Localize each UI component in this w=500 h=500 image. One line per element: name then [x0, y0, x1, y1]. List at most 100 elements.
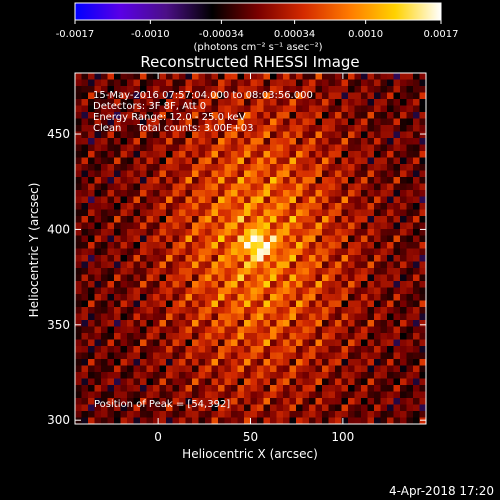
- heatmap-cell: [159, 125, 167, 132]
- heatmap-cell: [198, 320, 206, 327]
- heatmap-cell: [367, 209, 375, 217]
- heatmap-cell: [218, 411, 225, 418]
- heatmap-cell: [289, 333, 297, 340]
- heatmap-cell: [107, 411, 115, 418]
- heatmap-cell: [166, 131, 173, 139]
- heatmap-cell: [322, 222, 329, 230]
- heatmap-cell: [335, 242, 342, 249]
- heatmap-cell: [81, 112, 89, 119]
- heatmap-cell: [224, 339, 232, 347]
- heatmap-cell: [315, 391, 323, 399]
- heatmap-cell: [348, 261, 355, 269]
- heatmap-cell: [231, 196, 238, 204]
- heatmap-cell: [120, 190, 128, 197]
- heatmap-cell: [166, 177, 173, 184]
- heatmap-cell: [367, 190, 375, 197]
- heatmap-cell: [81, 248, 89, 256]
- heatmap-cell: [328, 131, 336, 139]
- heatmap-cell: [283, 300, 290, 308]
- heatmap-cell: [179, 229, 186, 236]
- heatmap-cell: [361, 92, 368, 100]
- heatmap-cell: [413, 144, 420, 152]
- heatmap-cell: [380, 255, 388, 262]
- heatmap-cell: [413, 196, 420, 204]
- heatmap-cell: [289, 339, 297, 347]
- heatmap-cell: [146, 294, 154, 301]
- heatmap-cell: [172, 209, 180, 217]
- heatmap-cell: [419, 86, 427, 93]
- heatmap-cell: [205, 229, 212, 236]
- heatmap-cell: [322, 235, 329, 243]
- heatmap-cell: [367, 196, 375, 204]
- heatmap-cell: [380, 92, 388, 100]
- heatmap-cell: [114, 287, 121, 295]
- heatmap-cell: [406, 281, 414, 288]
- heatmap-cell: [413, 235, 420, 243]
- heatmap-cell: [218, 307, 225, 314]
- heatmap-cell: [380, 131, 388, 139]
- heatmap-cell: [179, 170, 186, 178]
- heatmap-cell: [257, 359, 264, 366]
- heatmap-cell: [309, 255, 316, 262]
- heatmap-cell: [328, 294, 336, 301]
- heatmap-cell: [328, 346, 336, 353]
- heatmap-cell: [406, 313, 414, 321]
- heatmap-cell: [75, 255, 82, 262]
- heatmap-cell: [127, 378, 134, 386]
- heatmap-cell: [237, 242, 245, 249]
- heatmap-cell: [218, 118, 225, 126]
- heatmap-cell: [94, 99, 102, 106]
- heatmap-cell: [400, 391, 407, 399]
- heatmap-cell: [393, 391, 401, 399]
- heatmap-cell: [101, 385, 108, 392]
- heatmap-cell: [88, 268, 95, 275]
- heatmap-cell: [114, 209, 121, 217]
- heatmap-cell: [140, 274, 147, 282]
- heatmap-cell: [296, 248, 303, 256]
- heatmap-cell: [205, 170, 212, 178]
- heatmap-cell: [296, 417, 303, 425]
- heatmap-cell: [419, 216, 427, 223]
- heatmap-cell: [289, 216, 297, 223]
- heatmap-cell: [94, 125, 102, 132]
- heatmap-cell: [250, 151, 258, 158]
- heatmap-cell: [367, 216, 375, 223]
- heatmap-cell: [393, 411, 401, 418]
- heatmap-cell: [133, 229, 141, 236]
- heatmap-cell: [172, 391, 180, 399]
- heatmap-cell: [140, 287, 147, 295]
- heatmap-cell: [94, 411, 102, 418]
- heatmap-cell: [289, 196, 297, 204]
- heatmap-cell: [322, 287, 329, 295]
- heatmap-cell: [231, 320, 238, 327]
- heatmap-cell: [211, 287, 219, 295]
- heatmap-cell: [172, 326, 180, 334]
- heatmap-cell: [75, 73, 82, 80]
- heatmap-cell: [309, 151, 316, 158]
- heatmap-cell: [198, 359, 206, 366]
- heatmap-cell: [289, 326, 297, 334]
- heatmap-cell: [419, 151, 427, 158]
- heatmap-cell: [75, 261, 82, 269]
- heatmap-cell: [257, 92, 264, 100]
- heatmap-cell: [140, 151, 147, 158]
- heatmap-cell: [211, 359, 219, 366]
- heatmap-cell: [159, 177, 167, 184]
- heatmap-cell: [133, 235, 141, 243]
- heatmap-cell: [296, 411, 303, 418]
- heatmap-cell: [354, 131, 362, 139]
- heatmap-cell: [75, 196, 82, 204]
- heatmap-cell: [302, 138, 310, 145]
- heatmap-cell: [127, 287, 134, 295]
- heatmap-cell: [335, 196, 342, 204]
- heatmap-cell: [296, 359, 303, 366]
- heatmap-cell: [192, 157, 199, 165]
- heatmap-cell: [387, 333, 394, 340]
- heatmap-cell: [211, 131, 219, 139]
- heatmap-cell: [133, 216, 141, 223]
- heatmap-cell: [315, 190, 323, 197]
- heatmap-cell: [289, 281, 297, 288]
- heatmap-cell: [354, 307, 362, 314]
- heatmap-cell: [283, 73, 290, 80]
- heatmap-cell: [296, 79, 303, 87]
